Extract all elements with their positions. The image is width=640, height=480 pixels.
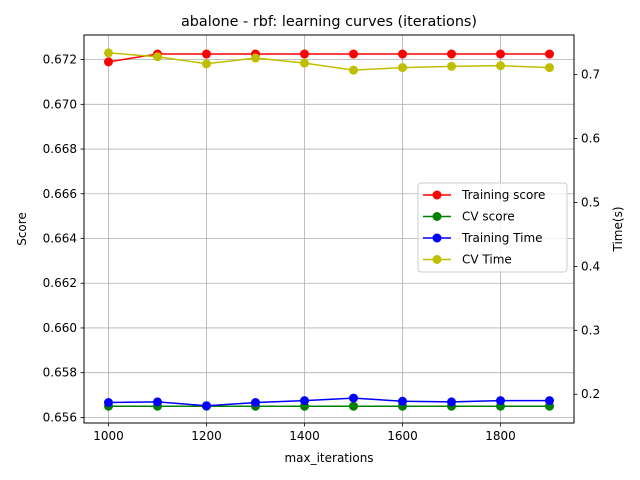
series-cv-time <box>104 48 554 75</box>
left-y-tick-label: 0.672 <box>43 53 77 67</box>
legend-label-training-score: Training score <box>461 188 545 202</box>
legend-entry-cv-score: CV score <box>423 210 515 224</box>
plot-frame <box>83 34 575 424</box>
data-point-training-time <box>300 396 309 406</box>
data-point-training-time <box>398 396 407 406</box>
legend-frame <box>417 182 568 273</box>
legend-label-cv-score: CV score <box>462 210 515 224</box>
left-y-axis-label: Score <box>15 212 29 246</box>
data-point-training-time <box>251 398 260 408</box>
data-point-cv-time <box>104 48 113 58</box>
right-y-tick-label: 0.7 <box>581 68 600 82</box>
left-y-tick-label: 0.656 <box>43 410 77 424</box>
x-axis: 1000 1200 1400 1600 1800 <box>93 423 516 443</box>
legend-entry-training-time: Training Time <box>423 231 543 245</box>
left-y-tick-label: 0.670 <box>43 97 77 111</box>
data-point-cv-score <box>349 401 358 411</box>
legend: Training score CV score Training Time CV Ti… <box>417 182 568 273</box>
legend-items: Training score CV score Training Time CV Ti… <box>423 188 545 267</box>
data-point-training-time <box>447 397 456 407</box>
series-line-training-score <box>108 53 550 63</box>
legend-marker-cv-time <box>432 255 442 264</box>
data-point-training-time <box>153 397 162 407</box>
data-point-cv-time <box>153 52 162 62</box>
right-y-tick-label: 0.5 <box>581 195 600 209</box>
data-point-cv-time <box>300 58 309 68</box>
left-y-tick-label: 0.668 <box>43 142 77 156</box>
x-tick-label: 1600 <box>387 429 418 443</box>
data-point-training-score <box>300 49 309 59</box>
right-y-tick-label: 0.6 <box>581 132 600 146</box>
data-point-cv-time <box>349 65 358 75</box>
data-point-training-score <box>104 57 113 67</box>
data-point-training-time <box>496 396 505 406</box>
chart-title: abalone - rbf: learning curves (iteratio… <box>181 14 477 30</box>
series-layer <box>104 48 554 411</box>
x-tick-label: 1800 <box>485 429 516 443</box>
data-point-training-time <box>349 393 358 403</box>
legend-entry-cv-time: CV Time <box>423 253 512 267</box>
legend-label-cv-time: CV Time <box>462 253 512 267</box>
right-y-tick-label: 0.2 <box>581 387 600 401</box>
data-point-cv-time <box>545 63 554 73</box>
right-y-axis-label: Time(s) <box>611 207 625 253</box>
data-point-training-score <box>496 49 505 59</box>
data-point-cv-time <box>496 61 505 71</box>
data-point-training-score <box>545 49 554 59</box>
data-point-training-time <box>202 401 211 411</box>
legend-entry-training-score: Training score <box>423 188 545 202</box>
left-y-tick-label: 0.664 <box>43 232 77 246</box>
x-tick-label: 1400 <box>289 429 320 443</box>
left-y-tick-label: 0.658 <box>43 366 77 380</box>
legend-label-training-time: Training Time <box>461 231 543 245</box>
series-training-time <box>104 393 554 411</box>
left-y-axis: 0.656 0.658 0.660 0.662 0.664 0.666 0.668 0.670… <box>43 53 84 424</box>
data-point-training-score <box>349 49 358 59</box>
legend-marker-cv-score <box>432 212 442 221</box>
x-tick-label: 1000 <box>93 429 124 443</box>
data-point-cv-time <box>447 61 456 71</box>
series-training-score <box>104 49 554 67</box>
data-point-training-time <box>104 398 113 408</box>
left-y-tick-label: 0.660 <box>43 321 77 335</box>
right-y-axis: 0.2 0.3 0.4 0.5 0.6 0.7 <box>574 68 600 401</box>
data-point-training-score <box>398 49 407 59</box>
x-axis-label: max_iterations <box>284 451 373 465</box>
left-y-tick-label: 0.666 <box>43 187 77 201</box>
legend-marker-training-time <box>432 233 442 243</box>
series-line-training-time <box>108 397 550 407</box>
left-y-tick-label: 0.662 <box>43 276 77 290</box>
data-point-cv-time <box>398 63 407 73</box>
right-y-tick-label: 0.3 <box>581 323 600 337</box>
legend-marker-training-score <box>432 190 442 200</box>
data-point-cv-time <box>202 59 211 69</box>
data-point-training-score <box>447 49 456 59</box>
data-point-cv-time <box>251 53 260 63</box>
right-y-tick-label: 0.4 <box>581 259 600 273</box>
data-point-training-score <box>202 49 211 59</box>
data-point-training-time <box>545 396 554 406</box>
series-line-cv-time <box>108 52 550 71</box>
x-tick-label: 1200 <box>191 429 222 443</box>
